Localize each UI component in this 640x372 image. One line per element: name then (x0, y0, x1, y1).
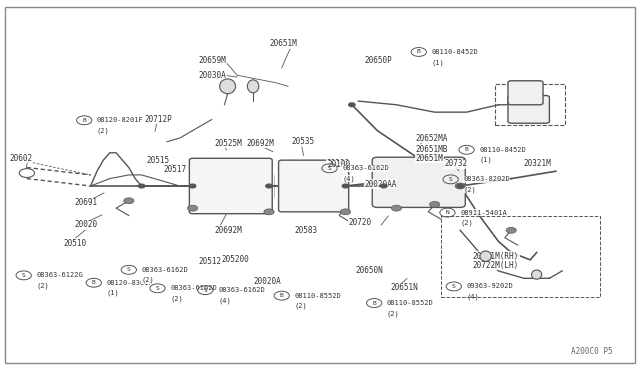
Text: (2): (2) (387, 310, 399, 317)
Text: B: B (465, 147, 468, 152)
Text: 20692M: 20692M (246, 139, 275, 148)
Text: (2): (2) (463, 186, 476, 193)
Text: (1): (1) (106, 290, 119, 296)
Text: S: S (156, 286, 159, 291)
Text: 08363-6162D: 08363-6162D (141, 267, 188, 273)
Text: 20020AA: 20020AA (365, 180, 397, 189)
Text: 08110-8552D: 08110-8552D (387, 300, 434, 306)
Circle shape (429, 202, 440, 208)
Circle shape (349, 103, 355, 107)
Ellipse shape (532, 270, 541, 279)
Circle shape (264, 209, 274, 215)
Text: 20651N: 20651N (390, 283, 418, 292)
Text: (2): (2) (141, 277, 154, 283)
Text: 08120-8301F: 08120-8301F (106, 280, 154, 286)
Text: 20517: 20517 (164, 165, 187, 174)
FancyBboxPatch shape (278, 160, 349, 212)
Text: (4): (4) (467, 294, 479, 300)
Text: S: S (328, 166, 332, 171)
Text: 20525M: 20525M (215, 139, 243, 148)
Text: (2): (2) (36, 282, 49, 289)
Text: 20515: 20515 (147, 155, 170, 165)
Circle shape (188, 205, 198, 211)
Text: 08363-6162D: 08363-6162D (170, 285, 217, 291)
Text: 08911-5401A: 08911-5401A (460, 209, 507, 216)
Text: 20659M: 20659M (199, 56, 227, 65)
Text: (2): (2) (460, 220, 473, 226)
Text: S: S (127, 267, 131, 272)
Text: 20100: 20100 (328, 160, 351, 169)
Text: (2): (2) (170, 295, 183, 302)
Text: S: S (204, 288, 207, 293)
Text: (4): (4) (218, 297, 231, 304)
Text: 20651M: 20651M (415, 154, 444, 163)
Text: 20650P: 20650P (365, 56, 392, 65)
Circle shape (392, 205, 401, 211)
Ellipse shape (247, 80, 259, 93)
Text: 20510: 20510 (64, 239, 87, 248)
FancyBboxPatch shape (508, 96, 549, 123)
Text: 08110-8452D: 08110-8452D (479, 147, 526, 153)
Text: 20602: 20602 (9, 154, 32, 163)
Text: 20651MB: 20651MB (415, 145, 448, 154)
Circle shape (457, 184, 463, 188)
Text: 20722M(LH): 20722M(LH) (473, 261, 519, 270)
Text: (2): (2) (97, 127, 109, 134)
Text: 20652MA: 20652MA (415, 134, 448, 142)
Circle shape (189, 184, 196, 188)
FancyBboxPatch shape (372, 157, 465, 208)
Text: (1): (1) (431, 59, 444, 65)
Text: B: B (92, 280, 95, 285)
Circle shape (266, 184, 272, 188)
Text: 20720: 20720 (349, 218, 372, 227)
Text: S: S (452, 284, 456, 289)
Circle shape (138, 184, 145, 188)
Text: 20650N: 20650N (355, 266, 383, 275)
Text: 20030A: 20030A (199, 71, 227, 80)
Text: 20100: 20100 (326, 159, 349, 169)
Ellipse shape (480, 251, 492, 261)
Text: (2): (2) (294, 303, 307, 309)
Text: 20512: 20512 (199, 257, 222, 266)
Text: 20321M: 20321M (524, 159, 552, 169)
Text: 20732: 20732 (444, 159, 467, 169)
Text: B: B (417, 49, 420, 54)
Circle shape (340, 209, 351, 215)
Text: 08110-8552D: 08110-8552D (294, 293, 341, 299)
Text: B: B (372, 301, 376, 305)
Circle shape (342, 184, 349, 188)
Text: 20651M: 20651M (269, 39, 297, 48)
Text: 20691: 20691 (75, 198, 98, 207)
Circle shape (455, 183, 465, 189)
Circle shape (506, 227, 516, 233)
FancyBboxPatch shape (189, 158, 272, 214)
Text: 20712P: 20712P (145, 115, 173, 124)
Text: 20721M(RH): 20721M(RH) (473, 251, 519, 261)
Circle shape (381, 184, 387, 188)
Text: S: S (22, 273, 26, 278)
Text: 08363-6122G: 08363-6122G (36, 272, 83, 278)
Text: 20692M: 20692M (215, 226, 243, 235)
Text: B: B (280, 293, 284, 298)
FancyBboxPatch shape (508, 81, 543, 105)
Text: S: S (449, 177, 452, 182)
Text: 20020A: 20020A (253, 278, 281, 286)
Ellipse shape (220, 79, 236, 94)
Text: A200C0 P5: A200C0 P5 (572, 347, 613, 356)
Text: B: B (83, 118, 86, 123)
Text: 09363-9202D: 09363-9202D (467, 283, 513, 289)
Text: 20583: 20583 (294, 226, 317, 235)
Text: 20020: 20020 (75, 220, 98, 229)
Text: 08363-6162D: 08363-6162D (342, 165, 389, 171)
Text: 08120-8201F: 08120-8201F (97, 117, 144, 123)
Text: 20535: 20535 (291, 137, 314, 146)
Text: (4): (4) (342, 175, 355, 182)
Circle shape (124, 198, 134, 204)
Text: (1): (1) (479, 157, 492, 163)
Text: 08363-8202D: 08363-8202D (463, 176, 510, 182)
Text: N: N (445, 210, 449, 215)
Text: 08363-6162D: 08363-6162D (218, 287, 265, 293)
Text: 08110-8452D: 08110-8452D (431, 49, 478, 55)
Text: 205200: 205200 (221, 255, 249, 264)
